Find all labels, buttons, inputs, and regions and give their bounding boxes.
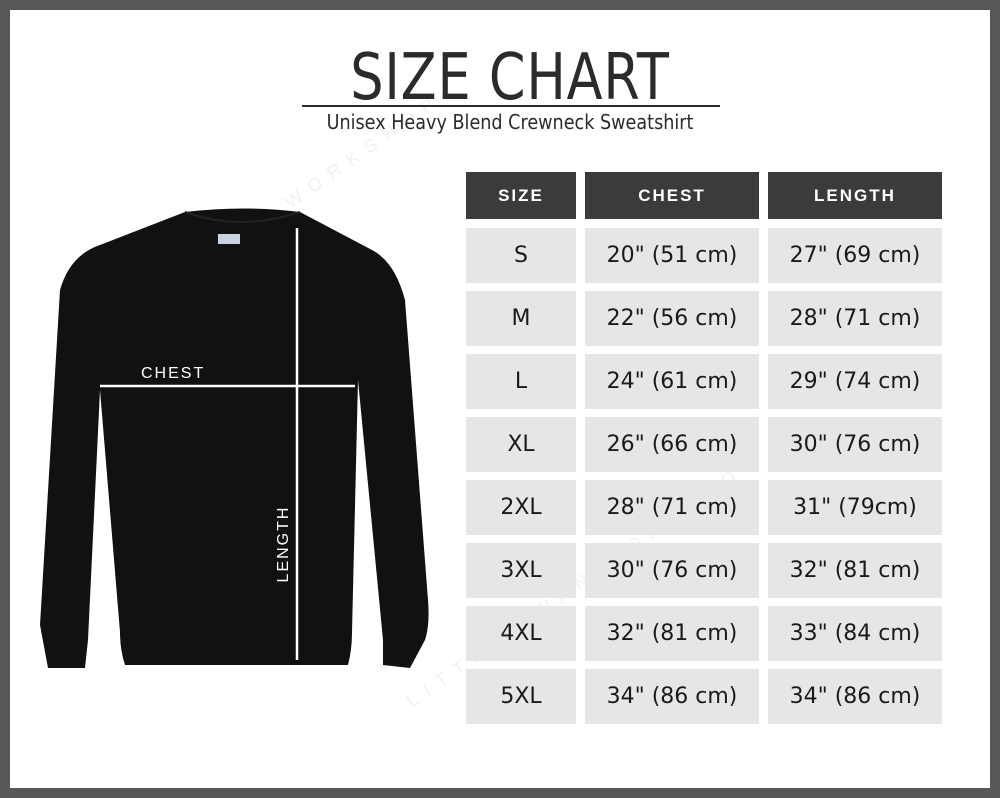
cell-chest: 28" (71 cm) (585, 480, 759, 535)
cell-size: 3XL (466, 543, 576, 598)
cell-size: M (466, 291, 576, 346)
page-title: SIZE CHART (350, 41, 670, 115)
column-header-size: SIZE (466, 172, 576, 219)
cell-size: XL (466, 417, 576, 472)
cell-chest: 26" (66 cm) (585, 417, 759, 472)
cell-size: S (466, 228, 576, 283)
cell-size: 5XL (466, 669, 576, 724)
cell-length: 28" (71 cm) (768, 291, 942, 346)
column-header-length: LENGTH (768, 172, 942, 219)
cell-length: 32" (81 cm) (768, 543, 942, 598)
cell-chest: 24" (61 cm) (585, 354, 759, 409)
length-label: LENGTH (275, 505, 292, 583)
title-divider (302, 105, 720, 107)
size-chart-card: LITTLE SWAN WORKSHOP LITTLE SWAN WORKSHO… (10, 10, 990, 788)
sweatshirt-diagram (40, 208, 429, 668)
cell-length: 30" (76 cm) (768, 417, 942, 472)
cell-chest: 30" (76 cm) (585, 543, 759, 598)
column-header-chest: CHEST (585, 172, 759, 219)
cell-chest: 32" (81 cm) (585, 606, 759, 661)
cell-length: 33" (84 cm) (768, 606, 942, 661)
neck-tag (218, 234, 240, 244)
page-subtitle: Unisex Heavy Blend Crewneck Sweatshirt (326, 110, 694, 134)
chest-label: CHEST (141, 365, 206, 382)
cell-size: L (466, 354, 576, 409)
cell-length: 29" (74 cm) (768, 354, 942, 409)
cell-size: 4XL (466, 606, 576, 661)
cell-size: 2XL (466, 480, 576, 535)
cell-length: 31" (79cm) (768, 480, 942, 535)
cell-chest: 34" (86 cm) (585, 669, 759, 724)
cell-length: 34" (86 cm) (768, 669, 942, 724)
cell-length: 27" (69 cm) (768, 228, 942, 283)
sweatshirt-illustration (40, 208, 429, 668)
cell-chest: 20" (51 cm) (585, 228, 759, 283)
cell-chest: 22" (56 cm) (585, 291, 759, 346)
